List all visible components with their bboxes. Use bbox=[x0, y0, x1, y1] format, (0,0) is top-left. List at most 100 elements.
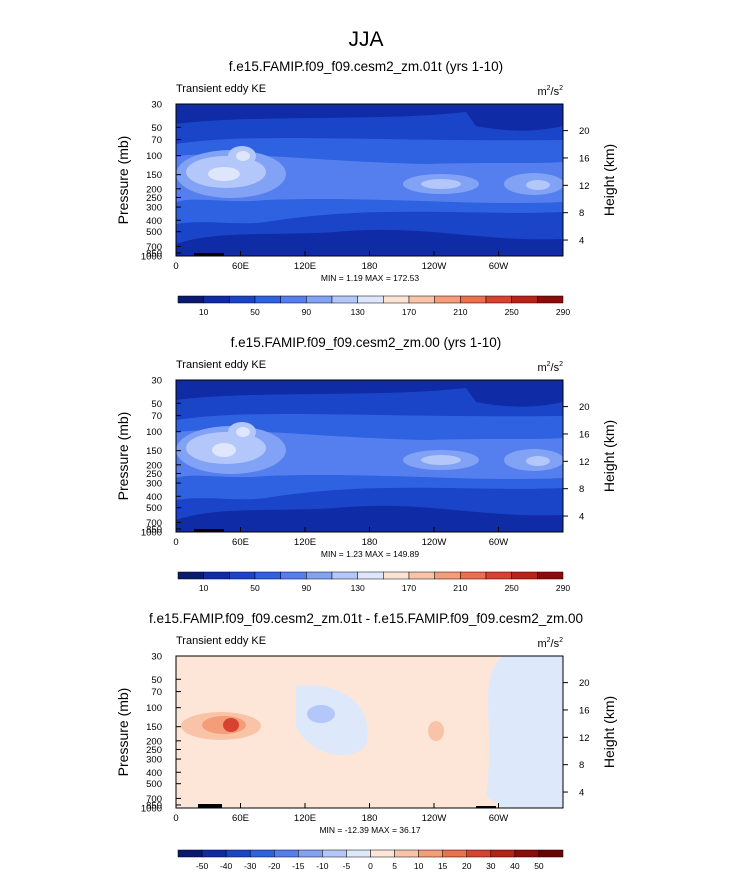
terrain-mask bbox=[476, 806, 496, 808]
colorbar-box bbox=[229, 295, 256, 304]
contour-field bbox=[176, 104, 563, 256]
colorbar-box bbox=[538, 849, 564, 858]
chart-subtitle: Transient eddy KE bbox=[176, 359, 266, 371]
y-tick-label: 1000 bbox=[141, 528, 162, 539]
x-tick-label: 120E bbox=[294, 813, 316, 824]
contour-field bbox=[176, 656, 563, 808]
y-tick-label: 850 bbox=[146, 524, 162, 535]
colorbar-box bbox=[434, 295, 461, 304]
colorbar-box bbox=[201, 849, 227, 858]
min-max-label: MIN = 1.19 MAX = 172.53 bbox=[321, 273, 420, 283]
y-tick-label: 50 bbox=[151, 123, 162, 134]
y-tick-label: 30 bbox=[151, 100, 162, 111]
colorbar-label: 50 bbox=[250, 583, 260, 593]
x-tick-label: 180 bbox=[362, 813, 378, 824]
colorbar-box bbox=[511, 295, 538, 304]
units-label: m2/s2 bbox=[537, 85, 563, 98]
colorbar-label: 10 bbox=[199, 307, 209, 317]
units-mid: /s bbox=[551, 638, 560, 650]
y-tick-label: 150 bbox=[146, 170, 162, 181]
colorbar-box bbox=[383, 571, 410, 580]
y2-tick-label: 8 bbox=[579, 208, 584, 219]
x-tick-label: 0 bbox=[173, 813, 178, 824]
colorbar-box bbox=[485, 295, 512, 304]
colorbar-label: 250 bbox=[505, 583, 519, 593]
y-tick-label: 30 bbox=[151, 376, 162, 387]
y-tick-label: 300 bbox=[146, 203, 162, 214]
chart-title: f.e15.FAMIP.f09_f09.cesm2_zm.00 (yrs 1-1… bbox=[231, 335, 502, 350]
colorbar-box bbox=[203, 295, 230, 304]
colorbar-box bbox=[490, 849, 516, 858]
y-tick-label: 250 bbox=[146, 469, 162, 480]
field-contour-core bbox=[236, 427, 250, 437]
colorbar-box bbox=[274, 849, 299, 858]
terrain-mask bbox=[194, 529, 224, 532]
y-tick-label: 150 bbox=[146, 722, 162, 733]
y2-tick-label: 12 bbox=[579, 733, 590, 744]
colorbar-label: 30 bbox=[486, 861, 496, 871]
colorbar-label: -40 bbox=[220, 861, 233, 871]
y-tick-label: 150 bbox=[146, 446, 162, 457]
colorbar-label: -10 bbox=[316, 861, 329, 871]
y-tick-label: 850 bbox=[146, 248, 162, 259]
field-contour-core bbox=[212, 443, 236, 457]
y2-tick-label: 8 bbox=[579, 484, 584, 495]
field-contour-core bbox=[421, 179, 461, 189]
y-tick-label: 100 bbox=[146, 703, 162, 714]
colorbar-box bbox=[254, 295, 281, 304]
colorbar-label: 210 bbox=[453, 307, 467, 317]
colorbar-label: 40 bbox=[510, 861, 520, 871]
y-tick-label: 70 bbox=[151, 687, 162, 698]
colorbar-box bbox=[537, 571, 564, 580]
colorbar-box bbox=[408, 295, 435, 304]
colorbar-box bbox=[466, 849, 492, 858]
colorbar-label: 5 bbox=[392, 861, 397, 871]
y2-tick-label: 16 bbox=[579, 429, 590, 440]
colorbar-label: -15 bbox=[292, 861, 305, 871]
x-tick-label: 120W bbox=[422, 261, 447, 272]
colorbar-box bbox=[370, 849, 395, 858]
colorbar-label: 50 bbox=[534, 861, 544, 871]
colorbar-box bbox=[177, 849, 203, 858]
colorbar-label: 170 bbox=[402, 583, 416, 593]
chart-title: f.e15.FAMIP.f09_f09.cesm2_zm.01t - f.e15… bbox=[149, 611, 583, 626]
colorbar-box bbox=[177, 571, 204, 580]
y2-tick-label: 4 bbox=[579, 512, 584, 523]
colorbar-label: 10 bbox=[414, 861, 424, 871]
x-tick-label: 120W bbox=[422, 537, 447, 548]
units-mid: /s bbox=[551, 86, 560, 98]
units-base: m bbox=[537, 362, 546, 374]
colorbar-box bbox=[511, 571, 538, 580]
colorbar-box bbox=[485, 571, 512, 580]
colorbar-box bbox=[394, 849, 419, 858]
colorbar-box bbox=[434, 571, 461, 580]
colorbar-box bbox=[280, 571, 307, 580]
chart-panel: f.e15.FAMIP.f09_f09.cesm2_zm.01t - f.e15… bbox=[115, 611, 617, 871]
colorbar-label: 20 bbox=[462, 861, 472, 871]
terrain-mask bbox=[198, 804, 222, 808]
colorbar-label: 290 bbox=[556, 307, 570, 317]
y-tick-label: 50 bbox=[151, 399, 162, 410]
y-tick-label: 400 bbox=[146, 216, 162, 227]
colorbar-label: 130 bbox=[351, 583, 365, 593]
y-tick-label: 700 bbox=[146, 518, 162, 529]
y-tick-label: 300 bbox=[146, 479, 162, 490]
y-tick-label: 500 bbox=[146, 779, 162, 790]
x-tick-label: 120E bbox=[294, 537, 316, 548]
y2-tick-label: 4 bbox=[579, 788, 584, 799]
colorbar-box bbox=[357, 571, 384, 580]
x-tick-label: 60W bbox=[489, 813, 509, 824]
field-contour-core bbox=[526, 456, 550, 466]
y-tick-label: 500 bbox=[146, 227, 162, 238]
colorbar-box bbox=[331, 571, 358, 580]
y-tick-label: 200 bbox=[146, 736, 162, 747]
y-tick-label: 500 bbox=[146, 503, 162, 514]
field-contour-core bbox=[428, 721, 444, 741]
min-max-label: MIN = 1.23 MAX = 149.89 bbox=[321, 549, 420, 559]
field-contour-band bbox=[511, 656, 563, 808]
units-exponent: 2 bbox=[547, 361, 551, 368]
colorbar-label: -20 bbox=[268, 861, 281, 871]
y-tick-label: 1000 bbox=[141, 252, 162, 263]
y-tick-label: 70 bbox=[151, 135, 162, 146]
colorbar-label: 290 bbox=[556, 583, 570, 593]
